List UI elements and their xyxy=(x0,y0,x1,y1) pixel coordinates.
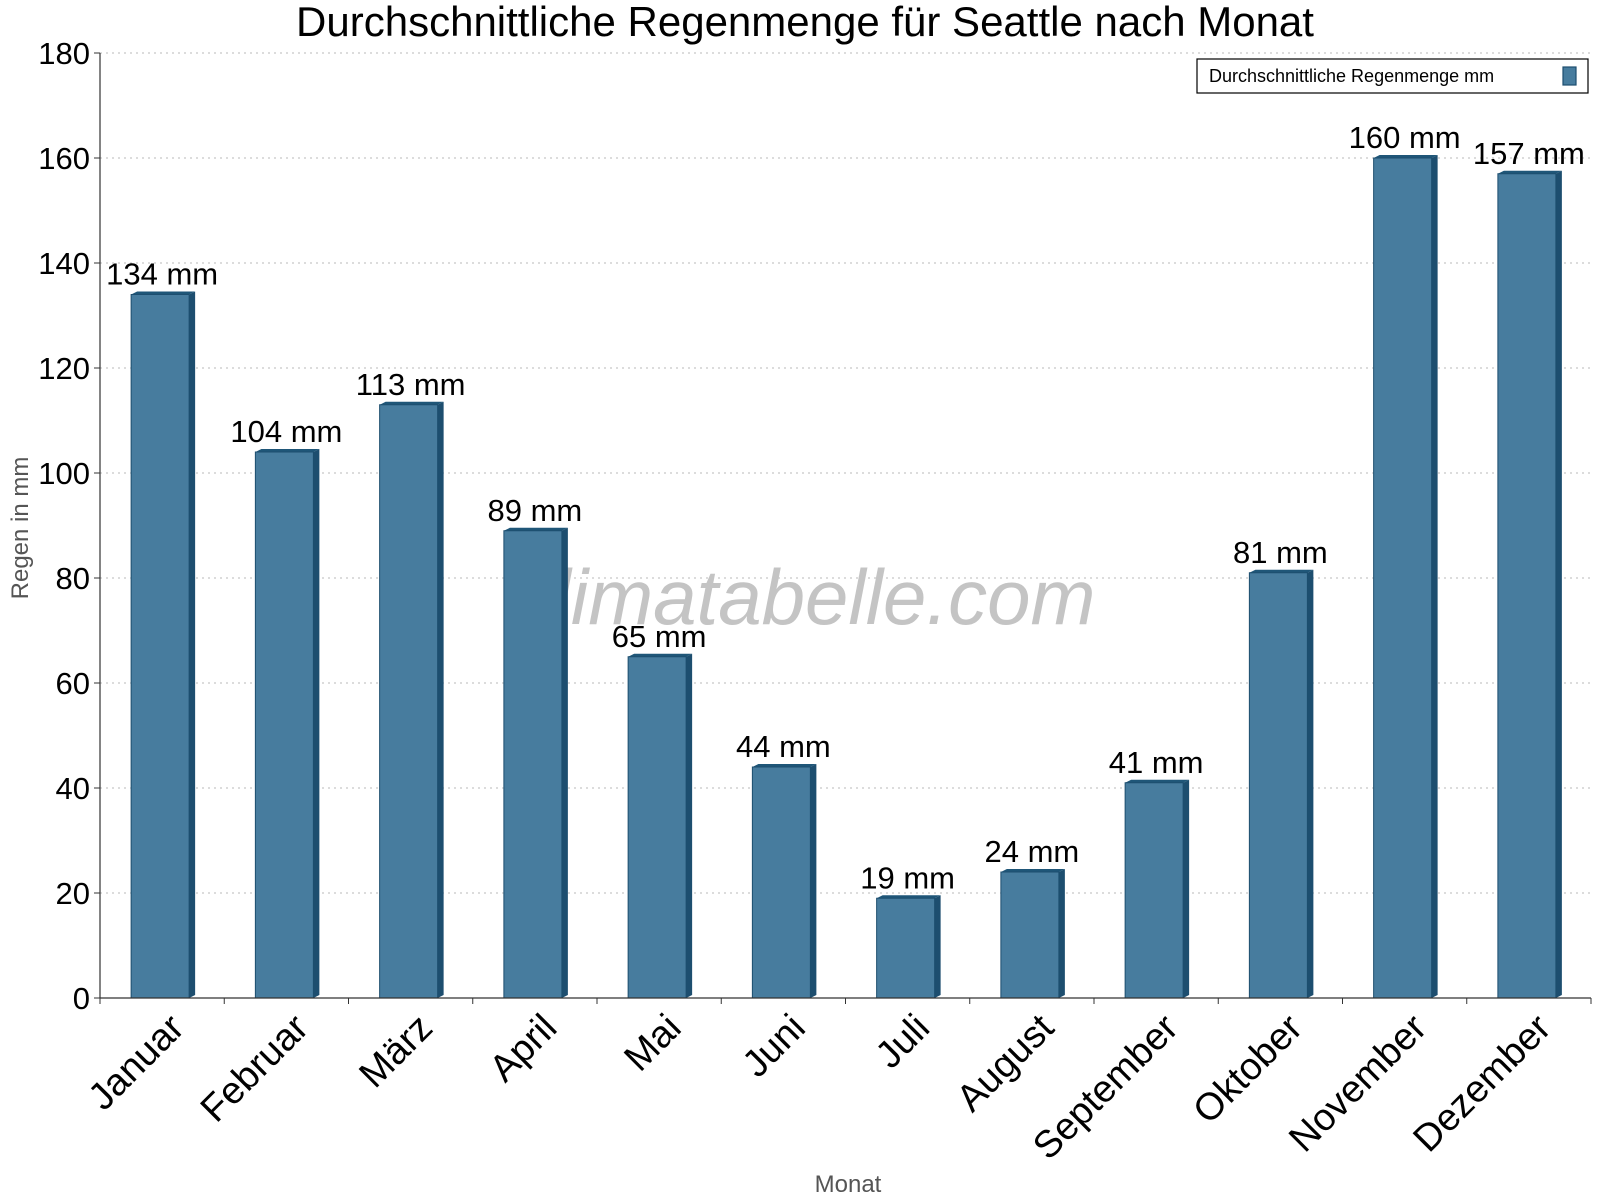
bar xyxy=(379,404,439,999)
bar-top xyxy=(628,653,693,657)
bar xyxy=(254,451,314,999)
bar-side xyxy=(810,764,817,998)
x-axis-title: Monat xyxy=(815,1171,882,1198)
bar-side xyxy=(1431,155,1438,998)
bar-top xyxy=(1249,569,1314,573)
data-label: 24 mm xyxy=(985,834,1080,869)
y-tick-label: 40 xyxy=(56,771,90,806)
bar-side xyxy=(934,895,941,998)
bar-top xyxy=(752,764,817,767)
legend-swatch xyxy=(1562,66,1577,86)
data-labels: 134 mm 104 mm 113 mm 89 mm 65 mm 44 mm 19 mm 24… xyxy=(106,120,1585,895)
data-label: 157 mm xyxy=(1473,136,1585,171)
bar-side xyxy=(437,401,444,998)
chart-title: Durchschnittliche Regenmenge für Seattle… xyxy=(296,0,1314,45)
data-label: 113 mm xyxy=(356,367,466,402)
bar-side xyxy=(686,653,693,998)
bar xyxy=(627,656,687,999)
bar xyxy=(1124,782,1184,999)
legend-box xyxy=(1196,58,1589,94)
data-label: 89 mm xyxy=(488,493,583,528)
y-axis-title: Regen in mm xyxy=(7,457,34,600)
data-label: 19 mm xyxy=(860,860,955,895)
data-label: 44 mm xyxy=(736,729,831,764)
watermark-text: klimatabelle.com xyxy=(515,553,1096,641)
y-tick-label: 60 xyxy=(56,666,90,701)
gridlines xyxy=(100,52,1591,894)
bar-side xyxy=(1058,869,1065,998)
data-label: 104 mm xyxy=(230,414,342,449)
y-tick-label: 20 xyxy=(56,876,90,911)
bar-side xyxy=(1183,779,1190,998)
data-label: 65 mm xyxy=(612,619,707,654)
bar-side xyxy=(313,449,320,998)
bar-side xyxy=(189,291,196,998)
bar-top xyxy=(255,449,320,452)
bar-top xyxy=(1000,869,1065,872)
data-label: 160 mm xyxy=(1349,120,1461,155)
y-tick-label: 100 xyxy=(38,456,90,491)
y-tick-label: 120 xyxy=(38,351,90,386)
bar-top xyxy=(503,527,568,531)
bar xyxy=(1000,871,1060,999)
bar-top xyxy=(1497,170,1562,174)
data-label: 134 mm xyxy=(106,257,218,292)
bar-top xyxy=(1125,779,1190,783)
bar xyxy=(751,766,811,999)
bar-top xyxy=(379,401,444,405)
bar xyxy=(1248,572,1308,999)
bar-side xyxy=(1307,569,1314,998)
y-tick-label: 80 xyxy=(56,561,90,596)
bar-side xyxy=(1555,170,1562,998)
data-label: 81 mm xyxy=(1233,535,1328,570)
bar-side xyxy=(561,527,568,998)
y-tick-label: 140 xyxy=(38,246,90,281)
legend-label: Durchschnittliche Regenmenge mm xyxy=(1209,66,1494,86)
bars xyxy=(130,155,1562,999)
axes xyxy=(94,52,1592,1004)
bar xyxy=(503,530,563,999)
bar xyxy=(1373,157,1433,999)
bar xyxy=(1497,173,1557,999)
y-tick-label: 180 xyxy=(38,36,90,71)
bar-top xyxy=(876,895,941,899)
bar xyxy=(130,294,190,999)
watermark: klimatabelle.com xyxy=(515,553,1096,641)
bar-top xyxy=(131,291,196,295)
y-tick-label: 160 xyxy=(38,141,90,176)
bar-top xyxy=(1373,155,1438,158)
y-tick-label: 0 xyxy=(73,981,90,1016)
bar xyxy=(876,897,936,999)
legend: Durchschnittliche Regenmenge mm xyxy=(1196,58,1589,94)
data-label: 41 mm xyxy=(1109,745,1204,780)
